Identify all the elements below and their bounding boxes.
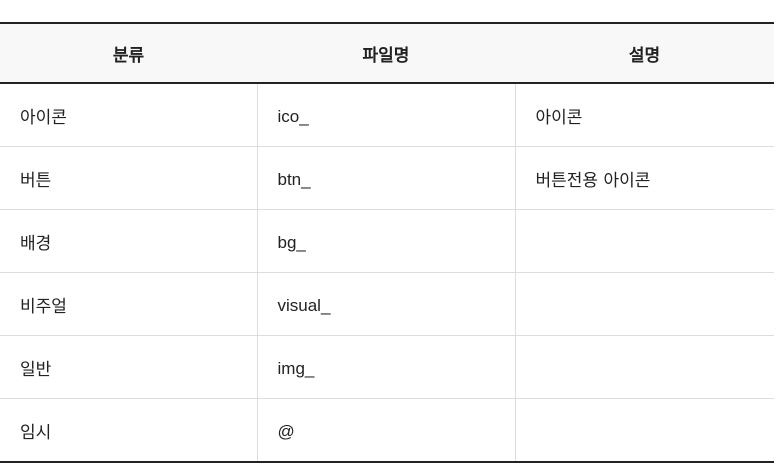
- table-row: 아이콘 ico_ 아이콘: [0, 83, 774, 147]
- cell-description: [515, 335, 774, 399]
- header-category: 분류: [0, 23, 257, 84]
- header-row: 분류 파일명 설명: [0, 23, 774, 84]
- cell-category: 배경: [0, 209, 258, 273]
- cell-filename: btn_: [257, 146, 516, 210]
- cell-category: 아이콘: [0, 83, 258, 147]
- cell-description: [515, 209, 774, 273]
- cell-description: 버튼전용 아이콘: [515, 146, 774, 210]
- table-row: 일반 img_: [0, 335, 774, 399]
- table-body: 아이콘 ico_ 아이콘 버튼 btn_ 버튼전용 아이콘 배경 bg_ 비주얼…: [0, 83, 774, 462]
- cell-category: 임시: [0, 398, 258, 462]
- cell-category: 비주얼: [0, 272, 258, 336]
- naming-table: 분류 파일명 설명 아이콘 ico_ 아이콘 버튼 btn_ 버튼전용 아이콘 …: [0, 22, 774, 463]
- cell-description: [515, 272, 774, 336]
- cell-filename: @: [257, 398, 516, 462]
- cell-category: 버튼: [0, 146, 258, 210]
- cell-filename: bg_: [257, 209, 516, 273]
- cell-filename: ico_: [257, 83, 516, 147]
- table-header: 분류 파일명 설명: [0, 23, 774, 84]
- cell-filename: visual_: [257, 272, 516, 336]
- naming-table-container: 분류 파일명 설명 아이콘 ico_ 아이콘 버튼 btn_ 버튼전용 아이콘 …: [0, 22, 774, 463]
- header-filename: 파일명: [257, 23, 515, 84]
- cell-category: 일반: [0, 335, 258, 399]
- cell-description: 아이콘: [515, 83, 774, 147]
- table-row: 버튼 btn_ 버튼전용 아이콘: [0, 146, 774, 210]
- table-row: 임시 @: [0, 398, 774, 463]
- header-description: 설명: [515, 23, 774, 84]
- cell-filename: img_: [257, 335, 516, 399]
- cell-description: [515, 399, 774, 463]
- table-row: 배경 bg_: [0, 209, 774, 273]
- table-row: 비주얼 visual_: [0, 272, 774, 336]
